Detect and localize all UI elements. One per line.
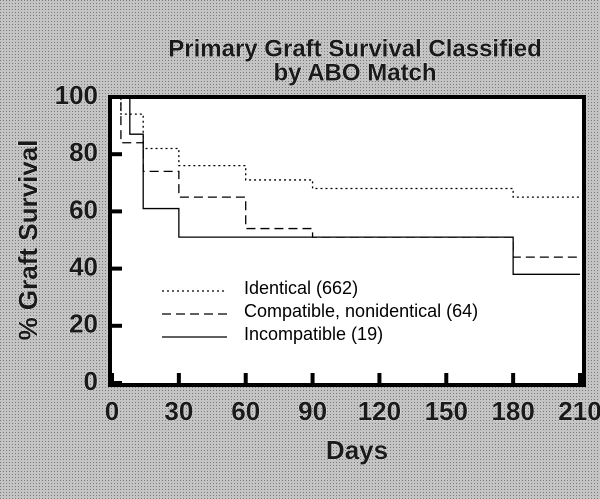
x-axis-label: Days <box>326 435 388 465</box>
y-tick-label: 20 <box>69 309 98 339</box>
chart-title: Primary Graft Survival Classified <box>168 35 542 62</box>
legend-label: Compatible, nonidentical (64) <box>244 301 478 321</box>
x-tick-label: 180 <box>491 396 534 426</box>
y-axis-label: % Graft Survival <box>13 140 43 341</box>
legend-label: Incompatible (19) <box>244 324 383 344</box>
x-tick-label: 120 <box>358 396 401 426</box>
x-tick-label: 0 <box>105 396 119 426</box>
x-tick-label: 60 <box>231 396 260 426</box>
y-tick-label: 0 <box>84 366 98 396</box>
survival-line <box>112 96 580 275</box>
y-tick-label: 40 <box>69 251 98 281</box>
y-tick-label: 60 <box>69 194 98 224</box>
y-tick-label: 80 <box>69 137 98 167</box>
x-tick-label: 210 <box>558 396 600 426</box>
y-tick-label: 100 <box>55 80 98 110</box>
x-tick-label: 30 <box>164 396 193 426</box>
x-tick-label: 150 <box>425 396 468 426</box>
x-tick-label: 90 <box>298 396 327 426</box>
chart-title: by ABO Match <box>273 59 436 86</box>
legend-label: Identical (662) <box>244 278 358 298</box>
